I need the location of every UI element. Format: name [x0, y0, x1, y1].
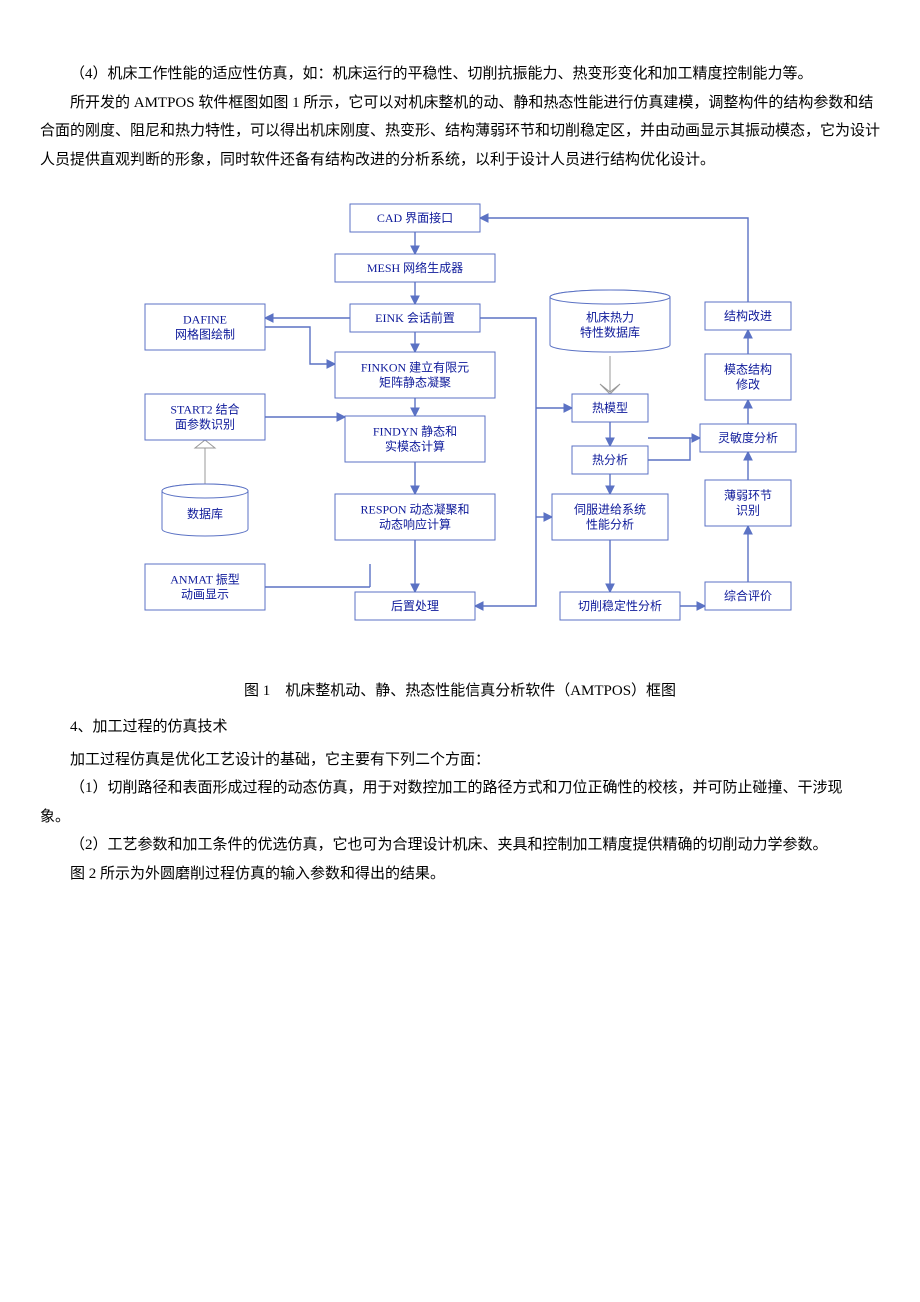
svg-text:MESH 网络生成器: MESH 网络生成器 — [367, 260, 463, 275]
svg-text:灵敏度分析: 灵敏度分析 — [718, 430, 778, 445]
paragraph-4a: （1）切削路径和表面形成过程的动态仿真，用于对数控加工的路径方式和刀位正确性的校… — [40, 774, 880, 803]
node-eval: 综合评价 — [705, 582, 791, 610]
svg-text:性能分析: 性能分析 — [586, 518, 634, 532]
open-arrow-1 — [600, 356, 620, 394]
node-weak: 薄弱环节识别 — [705, 480, 791, 526]
edge-23 — [480, 218, 748, 302]
svg-text:EINK 会话前置: EINK 会话前置 — [375, 310, 455, 325]
node-anmat: ANMAT 振型动画显示 — [145, 564, 265, 610]
svg-text:切削稳定性分析: 切削稳定性分析 — [578, 598, 662, 613]
node-cad: CAD 界面接口 — [350, 204, 480, 232]
svg-text:CAD 界面接口: CAD 界面接口 — [377, 210, 453, 225]
svg-text:网格图绘制: 网格图绘制 — [175, 327, 235, 342]
svg-text:结构改进: 结构改进 — [724, 308, 772, 323]
paragraph-intro: 所开发的 AMTPOS 软件框图如图 1 所示，它可以对机床整机的动、静和热态性… — [40, 89, 880, 175]
node-eink: EINK 会话前置 — [350, 304, 480, 332]
node-respon: RESPON 动态凝聚和动态响应计算 — [335, 494, 495, 540]
node-hotana: 热分析 — [572, 446, 648, 474]
figure-1-caption: 图 1 机床整机动、静、热态性能信真分析软件（AMTPOS）框图 — [40, 677, 880, 706]
paragraph-5: （2）工艺参数和加工条件的优选仿真，它也可为合理设计机床、夹具和控制加工精度提供… — [40, 831, 880, 860]
svg-text:ANMAT 振型: ANMAT 振型 — [170, 573, 239, 587]
node-servo: 伺服进给系统性能分析 — [552, 494, 668, 540]
node-finkon: FINKON 建立有限元矩阵静态凝聚 — [335, 352, 495, 398]
edge-7 — [265, 327, 335, 364]
svg-text:特性数据库: 特性数据库 — [580, 325, 640, 340]
svg-text:模态结构: 模态结构 — [724, 362, 772, 377]
node-improve: 结构改进 — [705, 302, 791, 330]
svg-text:修改: 修改 — [736, 377, 760, 392]
edge-16 — [648, 438, 700, 460]
svg-text:矩阵静态凝聚: 矩阵静态凝聚 — [379, 375, 451, 390]
svg-text:START2 结合: START2 结合 — [170, 402, 239, 417]
svg-text:动画显示: 动画显示 — [181, 588, 229, 602]
svg-text:RESPON 动态凝聚和: RESPON 动态凝聚和 — [360, 502, 469, 517]
node-sens: 灵敏度分析 — [700, 424, 796, 452]
svg-text:热模型: 热模型 — [592, 401, 628, 415]
paragraph-4: （4）机床工作性能的适应性仿真，如：机床运行的平稳性、切削抗振能力、热变形变化和… — [40, 60, 880, 89]
svg-text:后置处理: 后置处理 — [391, 599, 439, 613]
svg-text:数据库: 数据库 — [187, 506, 223, 521]
svg-text:DAFINE: DAFINE — [183, 313, 227, 327]
node-dafine: DAFINE网格图绘制 — [145, 304, 265, 350]
flowchart-svg: CAD 界面接口 MESH 网络生成器 DAFINE网格图绘制 EINK 会话前置 FI… — [110, 194, 810, 654]
node-start2: START2 结合面参数识别 — [145, 394, 265, 440]
svg-text:FINDYN 静态和: FINDYN 静态和 — [373, 425, 457, 439]
node-cutana: 切削稳定性分析 — [560, 592, 680, 620]
section-4-heading: 4、加工过程的仿真技术 — [40, 713, 880, 742]
svg-text:实模态计算: 实模态计算 — [385, 439, 445, 454]
node-findyn: FINDYN 静态和实模态计算 — [345, 416, 485, 462]
node-db: 数据库 — [162, 484, 248, 536]
svg-text:识别: 识别 — [736, 504, 760, 518]
node-mesh: MESH 网络生成器 — [335, 254, 495, 282]
figure-1: CAD 界面接口 MESH 网络生成器 DAFINE网格图绘制 EINK 会话前置 FI… — [40, 194, 880, 665]
svg-text:动态响应计算: 动态响应计算 — [379, 517, 451, 532]
svg-text:薄弱环节: 薄弱环节 — [724, 488, 772, 503]
paragraph-4b: 象。 — [40, 803, 880, 832]
svg-text:面参数识别: 面参数识别 — [175, 417, 235, 432]
edge-9 — [265, 564, 370, 587]
svg-text:机床热力: 机床热力 — [586, 311, 634, 325]
node-post: 后置处理 — [355, 592, 475, 620]
paragraph-3: 加工过程仿真是优化工艺设计的基础，它主要有下列二个方面： — [40, 746, 880, 775]
node-hotmod: 热模型 — [572, 394, 648, 422]
svg-text:FINKON 建立有限元: FINKON 建立有限元 — [361, 360, 469, 375]
node-cyl2: 机床热力特性数据库 — [550, 290, 670, 352]
svg-text:伺服进给系统: 伺服进给系统 — [574, 503, 646, 517]
open-arrow-0 — [195, 440, 215, 484]
node-modemod: 模态结构修改 — [705, 354, 791, 400]
svg-text:综合评价: 综合评价 — [724, 588, 772, 603]
paragraph-6: 图 2 所示为外圆磨削过程仿真的输入参数和得出的结果。 — [40, 860, 880, 889]
svg-text:热分析: 热分析 — [592, 453, 628, 467]
